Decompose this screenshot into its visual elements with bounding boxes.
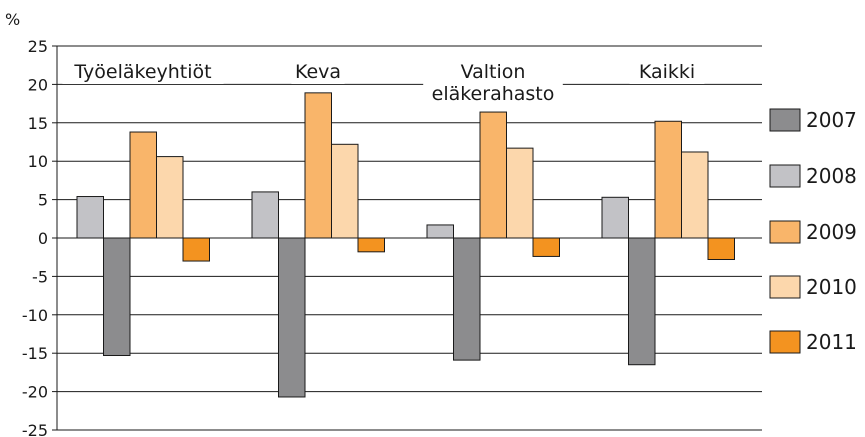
legend-label: 2011 — [806, 330, 857, 354]
category-label-text: eläkerahasto — [432, 83, 555, 105]
legend-item-2009: 2009 — [769, 220, 857, 244]
legend-item-2011: 2011 — [769, 330, 857, 354]
bar-2011-2 — [357, 237, 385, 253]
category-label-4: Kaikki — [629, 58, 705, 84]
legend-swatch — [769, 164, 801, 188]
category-label-text: Valtion — [461, 61, 526, 83]
category-label-text: Keva — [295, 61, 341, 83]
category-label-bg — [291, 58, 345, 84]
y-tick-label: -10 — [22, 306, 48, 325]
category-label-text: Kaikki — [639, 61, 695, 83]
bar-2011-1 — [182, 237, 210, 262]
category-label-1: Työeläkeyhtiöt — [62, 58, 224, 84]
y-tick-label: 25 — [28, 37, 48, 56]
y-tick-label: -20 — [22, 383, 48, 402]
category-label-bg — [62, 58, 224, 84]
bar-2007-2 — [278, 237, 306, 398]
y-axis-unit-label: % — [5, 10, 20, 29]
legend-item-2008: 2008 — [769, 164, 857, 188]
bar-2008-4 — [601, 196, 629, 239]
y-tick-label: 0 — [38, 229, 48, 248]
bar-2007-3 — [453, 237, 481, 361]
category-label-text: Työeläkeyhtiöt — [73, 61, 211, 83]
y-tick-label: -5 — [32, 267, 48, 286]
bar-2009-3 — [479, 111, 507, 239]
bar-2009-2 — [304, 92, 332, 239]
legend-item-2010: 2010 — [769, 275, 857, 299]
bar-2010-1 — [156, 156, 184, 239]
bar-2008-2 — [251, 191, 279, 239]
bar-2010-4 — [681, 151, 709, 239]
legend-label: 2009 — [806, 220, 857, 244]
bars — [76, 92, 735, 398]
legend-item-2007: 2007 — [769, 108, 857, 132]
legend-swatch — [769, 275, 801, 299]
bar-2010-2 — [331, 143, 359, 239]
bar-2009-4 — [654, 120, 682, 239]
bar-2007-1 — [103, 237, 131, 357]
bar-2010-3 — [506, 147, 534, 239]
category-label-2: Keva — [291, 58, 345, 84]
y-tick-label: -25 — [22, 421, 48, 437]
bar-2008-1 — [76, 196, 104, 239]
y-tick-label: -15 — [22, 344, 48, 363]
category-label-bg — [629, 58, 705, 84]
legend: 2007 2008 2009 2010 2011 — [769, 108, 857, 354]
y-axis-ticks: 25 20 15 10 5 0 -5 -10 -15 -20 -25 — [22, 37, 57, 437]
legend-label: 2008 — [806, 164, 857, 188]
bar-2011-3 — [532, 237, 560, 257]
bar-2007-4 — [628, 237, 656, 366]
y-tick-label: 20 — [28, 75, 48, 94]
legend-label: 2010 — [806, 275, 857, 299]
y-tick-label: 10 — [28, 152, 48, 171]
legend-swatch — [769, 220, 801, 244]
legend-swatch — [769, 330, 801, 354]
bar-2011-4 — [707, 237, 735, 261]
legend-swatch — [769, 108, 801, 132]
y-tick-label: 5 — [38, 191, 48, 210]
bar-2009-1 — [129, 131, 157, 239]
legend-label: 2007 — [806, 108, 857, 132]
y-tick-label: 15 — [28, 114, 48, 133]
category-label-bg — [423, 58, 563, 106]
bar-2008-3 — [426, 224, 454, 239]
